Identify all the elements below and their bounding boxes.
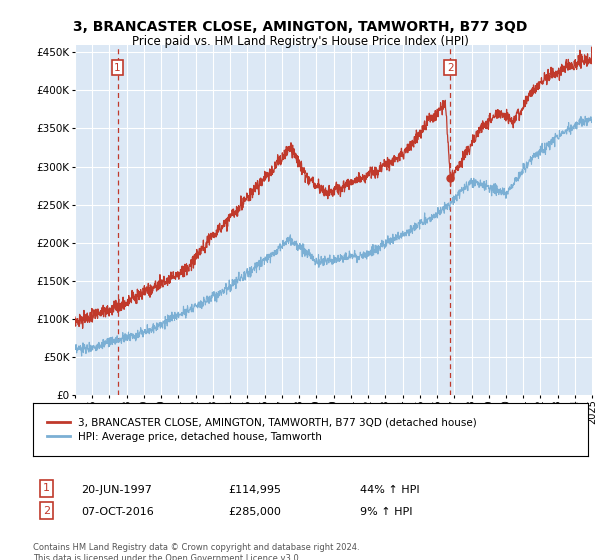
Text: 2: 2: [43, 506, 50, 516]
Text: 1: 1: [114, 63, 121, 73]
Text: 07-OCT-2016: 07-OCT-2016: [81, 507, 154, 517]
Text: 44% ↑ HPI: 44% ↑ HPI: [360, 485, 419, 495]
Legend: 3, BRANCASTER CLOSE, AMINGTON, TAMWORTH, B77 3QD (detached house), HPI: Average : 3, BRANCASTER CLOSE, AMINGTON, TAMWORTH,…: [44, 414, 480, 445]
Text: Contains HM Land Registry data © Crown copyright and database right 2024.
This d: Contains HM Land Registry data © Crown c…: [33, 543, 359, 560]
Text: 1: 1: [43, 483, 50, 493]
Text: 2: 2: [447, 63, 454, 73]
Text: £285,000: £285,000: [228, 507, 281, 517]
Text: 3, BRANCASTER CLOSE, AMINGTON, TAMWORTH, B77 3QD: 3, BRANCASTER CLOSE, AMINGTON, TAMWORTH,…: [73, 20, 527, 34]
Text: 20-JUN-1997: 20-JUN-1997: [81, 485, 152, 495]
Text: £114,995: £114,995: [228, 485, 281, 495]
Text: 9% ↑ HPI: 9% ↑ HPI: [360, 507, 413, 517]
Text: Price paid vs. HM Land Registry's House Price Index (HPI): Price paid vs. HM Land Registry's House …: [131, 35, 469, 48]
